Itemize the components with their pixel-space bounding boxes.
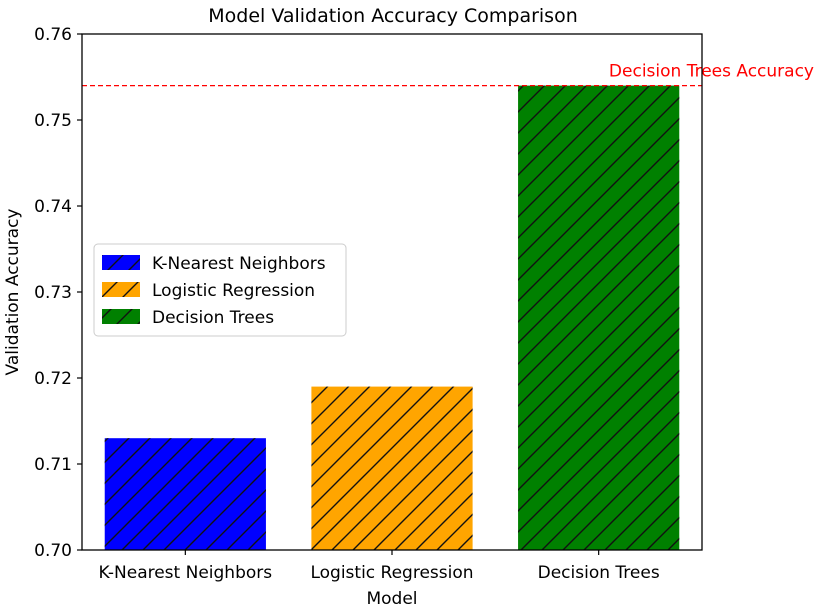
legend-label: Decision Trees [152, 308, 274, 328]
y-tick-label: 0.72 [34, 369, 72, 389]
legend-label: K-Nearest Neighbors [152, 254, 326, 274]
legend-swatch-hatch [102, 282, 140, 297]
legend-swatch-hatch [102, 309, 140, 324]
y-tick-label: 0.74 [34, 197, 72, 217]
y-axis-label: Validation Accuracy [3, 209, 23, 376]
x-tick-label: K-Nearest Neighbors [99, 563, 273, 583]
bar-hatch [311, 386, 473, 550]
chart-title: Model Validation Accuracy Comparison [208, 5, 578, 27]
legend-swatch-hatch [102, 255, 140, 270]
y-tick-label: 0.70 [34, 541, 72, 561]
legend-label: Logistic Regression [152, 281, 315, 301]
reference-line-layer: Decision Trees Accuracy [82, 62, 814, 87]
legend-box [93, 243, 347, 337]
y-tick-label: 0.76 [34, 25, 72, 45]
bars-layer [104, 85, 680, 550]
x-axis: K-Nearest Neighbors Logistic Regression De… [99, 550, 660, 583]
legend: K-Nearest Neighbors Logistic Regression De… [93, 243, 347, 337]
x-tick-label: Logistic Regression [310, 563, 473, 583]
y-tick-label: 0.71 [34, 455, 72, 475]
bar-hatch [518, 85, 680, 550]
reference-line-label: Decision Trees Accuracy [609, 62, 814, 82]
x-tick-label: Decision Trees [538, 563, 660, 583]
y-axis: 0.70 0.71 0.72 0.73 0.74 0.75 0.76 [34, 25, 82, 561]
y-tick-label: 0.73 [34, 283, 72, 303]
y-tick-label: 0.75 [34, 111, 72, 131]
x-axis-label: Model [366, 589, 417, 608]
bar-hatch [104, 438, 266, 550]
